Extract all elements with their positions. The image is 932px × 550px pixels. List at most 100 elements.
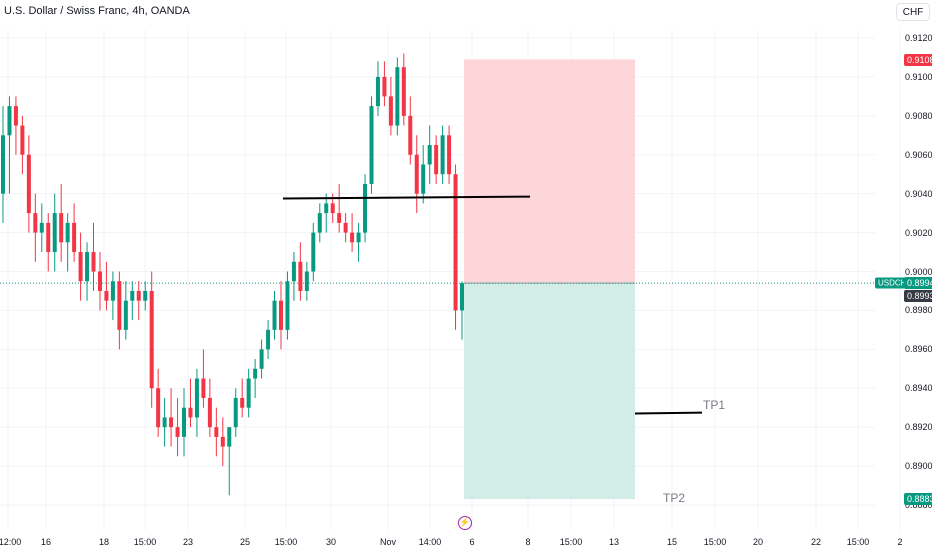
candle bbox=[175, 397, 180, 457]
stop-loss-zone[interactable] bbox=[464, 59, 635, 284]
candles bbox=[1, 53, 464, 496]
time-tick: 16 bbox=[40, 537, 52, 547]
candle bbox=[291, 252, 296, 301]
time-tick: 13 bbox=[608, 537, 620, 547]
time-tick: 15:00 bbox=[559, 537, 583, 547]
tp1-label: TP1 bbox=[703, 397, 726, 412]
candle bbox=[266, 320, 271, 360]
candle bbox=[85, 242, 90, 301]
candle bbox=[350, 213, 355, 253]
candle bbox=[421, 145, 426, 204]
take-profit-price-badge: 0.88830 bbox=[904, 493, 932, 506]
candle bbox=[447, 125, 452, 184]
candle bbox=[26, 135, 31, 233]
candle bbox=[46, 213, 51, 272]
candle bbox=[1, 106, 5, 223]
candle bbox=[240, 378, 245, 418]
chart-grid bbox=[0, 30, 901, 530]
candle bbox=[246, 368, 251, 418]
bid-price-badge: 0.89934 bbox=[904, 290, 932, 303]
candle bbox=[33, 193, 38, 262]
candle bbox=[375, 61, 380, 116]
candle bbox=[233, 388, 238, 437]
candle bbox=[188, 378, 193, 428]
last-price-badge: 0.89940 bbox=[904, 277, 932, 290]
time-tick: 23 bbox=[182, 537, 194, 547]
candle bbox=[363, 174, 368, 243]
candle bbox=[298, 242, 303, 301]
candle bbox=[59, 183, 64, 262]
candle bbox=[162, 397, 167, 447]
time-tick: 15:00 bbox=[133, 537, 157, 547]
candle bbox=[143, 281, 148, 311]
time-tick: 20 bbox=[752, 537, 764, 547]
candle bbox=[259, 339, 264, 379]
candle bbox=[369, 96, 374, 194]
candle bbox=[460, 281, 464, 340]
candle bbox=[401, 53, 406, 126]
candle bbox=[97, 252, 102, 311]
candle bbox=[130, 281, 135, 321]
time-tick: 2 bbox=[897, 537, 903, 547]
candle bbox=[356, 222, 361, 262]
horizontal-line-drawing[interactable] bbox=[282, 195, 531, 200]
lightning-event-icon[interactable]: ⚡ bbox=[458, 516, 472, 530]
time-tick: 15:00 bbox=[274, 537, 298, 547]
symbol-badge: USDCHF bbox=[875, 277, 915, 289]
candle bbox=[220, 417, 225, 467]
tp1-line-drawing[interactable] bbox=[634, 411, 703, 415]
candle bbox=[324, 193, 329, 233]
candle bbox=[20, 115, 25, 175]
candle bbox=[72, 203, 77, 262]
time-tick: 15:00 bbox=[703, 537, 727, 547]
candle bbox=[227, 427, 232, 496]
stop-loss-price-badge: 0.91088 bbox=[904, 53, 932, 66]
candle bbox=[440, 125, 445, 184]
time-tick: 15 bbox=[666, 537, 678, 547]
time-tick: 6 bbox=[469, 537, 475, 547]
candle bbox=[382, 61, 387, 107]
time-tick: 12:00 bbox=[0, 537, 22, 547]
candle bbox=[7, 96, 12, 194]
candle bbox=[149, 271, 154, 408]
candle bbox=[285, 271, 290, 340]
candle bbox=[201, 349, 206, 408]
take-profit-zone[interactable] bbox=[464, 283, 635, 500]
tp2-label: TP2 bbox=[663, 491, 686, 506]
candle bbox=[272, 290, 277, 340]
candle bbox=[78, 232, 83, 301]
candle bbox=[453, 164, 458, 330]
candle bbox=[136, 281, 141, 321]
currency-button[interactable]: CHF bbox=[896, 3, 930, 21]
candle bbox=[253, 359, 258, 398]
candle bbox=[427, 125, 432, 184]
candle bbox=[39, 203, 44, 253]
candle bbox=[13, 96, 18, 155]
time-tick: 18 bbox=[98, 537, 110, 547]
time-tick: 14:00 bbox=[418, 537, 442, 547]
time-tick: 30 bbox=[325, 537, 337, 547]
candle bbox=[104, 261, 109, 311]
candle bbox=[395, 57, 400, 136]
candle bbox=[91, 222, 96, 291]
time-tick: 15:00 bbox=[846, 537, 870, 547]
candle bbox=[343, 213, 348, 243]
candle bbox=[414, 135, 419, 214]
candle bbox=[304, 261, 309, 301]
candle bbox=[214, 407, 219, 457]
time-tick: 22 bbox=[810, 537, 822, 547]
candle bbox=[434, 135, 439, 184]
candle bbox=[337, 183, 342, 233]
candle bbox=[207, 378, 212, 437]
